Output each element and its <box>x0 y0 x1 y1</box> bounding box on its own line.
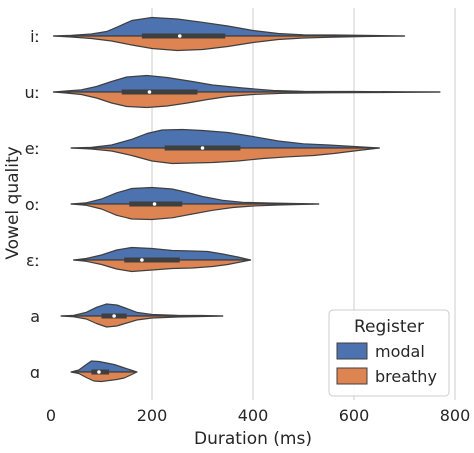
median-point-1 <box>147 90 152 94</box>
legend: Register modal breathy <box>328 309 450 397</box>
x-tick-label-800: 800 <box>440 406 471 425</box>
median-point-3 <box>152 202 157 206</box>
y-tick-labels: iː uː eː oː ɛː a ɑ <box>24 27 40 382</box>
legend-label-modal: modal <box>375 342 425 361</box>
y-tick-label-1: uː <box>24 83 40 102</box>
x-tick-label-0: 0 <box>46 406 56 425</box>
violin-modal-2 <box>70 128 380 149</box>
y-tick-label-0: iː <box>30 27 40 46</box>
violin-breathy-4 <box>73 259 252 273</box>
median-point-0 <box>177 34 182 38</box>
violin-modal-4 <box>73 246 252 261</box>
median-point-5 <box>112 314 116 318</box>
legend-swatch-breathy <box>336 367 368 385</box>
median-point-4 <box>140 258 144 262</box>
x-tick-label-200: 200 <box>137 406 168 425</box>
y-axis-label: Vowel quality <box>3 146 23 259</box>
legend-label-breathy: breathy <box>375 367 437 386</box>
iqr-box-4 <box>124 257 180 263</box>
y-tick-label-2: eː <box>25 139 40 158</box>
y-tick-label-3: oː <box>25 195 40 214</box>
violin-modal-0 <box>52 16 406 37</box>
x-tick-label-600: 600 <box>339 406 370 425</box>
median-point-2 <box>200 146 205 150</box>
y-tick-label-6: ɑ <box>30 363 40 382</box>
violins <box>52 16 441 383</box>
iqr-box-1 <box>121 89 198 95</box>
x-axis-label: Duration (ms) <box>194 429 312 449</box>
legend-swatch-modal <box>336 342 368 360</box>
legend-title: Register <box>354 317 424 337</box>
violin-breathy-2 <box>70 147 380 165</box>
median-point-6 <box>97 370 101 374</box>
x-tick-labels: 0 200 400 600 800 <box>46 406 470 425</box>
x-tick-label-400: 400 <box>238 406 269 425</box>
y-tick-label-4: ɛː <box>26 251 40 270</box>
y-tick-label-5: a <box>30 307 40 326</box>
violin-breathy-0 <box>52 35 406 52</box>
iqr-box-0 <box>141 33 226 39</box>
